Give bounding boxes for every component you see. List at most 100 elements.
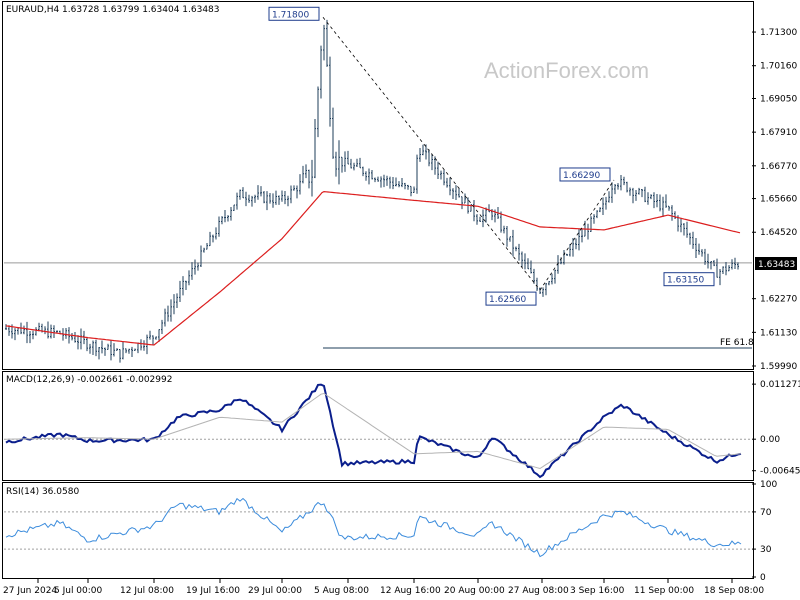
price-bar [257, 185, 259, 200]
price-bar [140, 339, 142, 351]
annotation-label-0: 1.71800 [272, 10, 309, 20]
price-bar [65, 328, 67, 339]
price-bar [620, 175, 622, 191]
price-bar [203, 247, 205, 253]
price-bar [302, 165, 304, 184]
price-bar [398, 181, 400, 188]
price-bar [476, 214, 478, 225]
price-tick-label: 1.59990 [760, 362, 797, 372]
price-bar [683, 223, 685, 236]
price-bar [341, 156, 343, 173]
price-bar [89, 343, 91, 354]
price-bar [581, 228, 583, 243]
price-bar [521, 251, 523, 267]
price-bar [380, 176, 382, 188]
price-bar [209, 231, 211, 247]
price-bar [329, 56, 331, 127]
price-bar [401, 177, 403, 188]
price-bar [653, 192, 655, 209]
time-tick-label: 18 Sep 08:00 [704, 586, 764, 596]
price-bar [392, 177, 394, 190]
rsi-line [5, 497, 742, 558]
price-bar [116, 348, 118, 351]
price-bar [152, 335, 154, 346]
price-bar [344, 151, 346, 172]
price-bar [311, 159, 313, 197]
price-bar [452, 188, 454, 199]
price-bar [224, 210, 226, 223]
price-bar [455, 185, 457, 201]
price-bar [713, 260, 715, 267]
price-bar [173, 294, 175, 315]
price-bar [170, 299, 172, 322]
price-bar [443, 169, 445, 186]
price-bar [23, 325, 25, 335]
price-bar [623, 176, 625, 186]
price-bar [596, 210, 598, 219]
price-bar [125, 348, 127, 354]
price-bar [371, 169, 373, 180]
price-bar [446, 177, 448, 188]
rsi-layer: 100 70 30 0 [4, 480, 777, 583]
price-bar [110, 340, 112, 361]
price-bar [602, 197, 604, 216]
price-bar [431, 153, 433, 171]
rsi-tick-label: 70 [760, 508, 772, 518]
price-bar [191, 262, 193, 280]
price-bar [527, 258, 529, 270]
price-bar [383, 174, 385, 188]
price-bar [281, 190, 283, 202]
price-bar [356, 158, 358, 167]
macd-main-line [5, 383, 742, 479]
price-bar [47, 321, 49, 339]
price-tick-label: 1.61130 [760, 328, 797, 338]
price-tick-label: 1.64520 [760, 228, 797, 238]
price-bar [236, 192, 238, 210]
price-bar [710, 261, 712, 270]
price-bar [626, 181, 628, 193]
price-bar [176, 293, 178, 308]
time-tick-label: 12 Aug 16:00 [380, 586, 441, 596]
price-tick-label: 1.70160 [760, 62, 797, 72]
fe-618-label: FE 61.8 [720, 338, 754, 348]
price-bar [32, 330, 34, 340]
price-bar [641, 188, 643, 198]
price-bar [260, 186, 262, 197]
price-bar [350, 158, 352, 169]
price-bar [389, 176, 391, 189]
price-tick-label: 1.69050 [760, 94, 797, 104]
price-bar [536, 277, 538, 291]
price-bar [179, 280, 181, 302]
price-bar [149, 330, 151, 340]
price-bar [419, 148, 421, 162]
price-bar [353, 162, 355, 171]
price-bar [638, 187, 640, 195]
price-bar [665, 194, 667, 208]
price-bar [215, 227, 217, 240]
price-bar [539, 287, 541, 295]
price-bar [593, 214, 595, 224]
price-bar [362, 166, 364, 177]
price-axis: 1.71300 1.70160 1.69050 1.67910 1.66770 1.656… [752, 28, 797, 372]
price-bar [374, 177, 376, 183]
price-bar [500, 211, 502, 233]
price-bar [119, 349, 121, 363]
price-bar [14, 328, 16, 341]
time-tick-label: 20 Aug 00:00 [444, 586, 505, 596]
price-bar [347, 150, 349, 165]
price-bar [692, 231, 694, 249]
price-bar [668, 205, 670, 211]
price-bar [5, 324, 7, 330]
price-bar [617, 183, 619, 190]
price-bar [287, 195, 289, 207]
price-bar [137, 342, 139, 354]
price-bar [464, 193, 466, 204]
price-bar [530, 260, 532, 274]
trendline-layer [322, 17, 615, 291]
rsi-tick-label: 0 [760, 573, 766, 583]
price-bar [263, 191, 265, 204]
price-bar [182, 276, 184, 296]
price-pane-frame [2, 1, 754, 370]
price-bar [650, 194, 652, 200]
